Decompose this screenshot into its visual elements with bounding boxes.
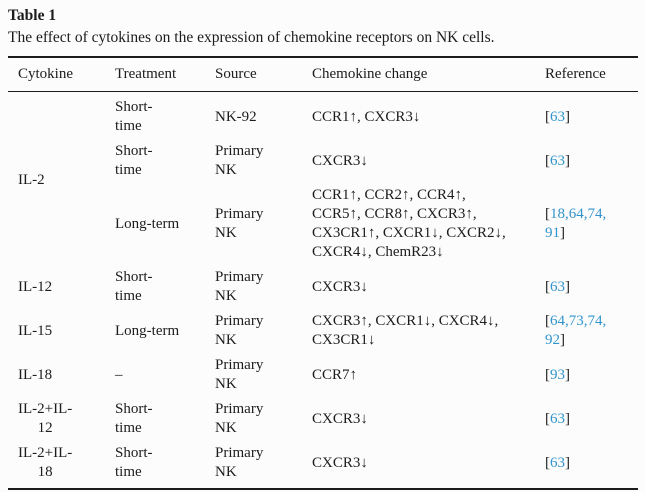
cell-reference: [64,73,74, 92] <box>535 309 638 353</box>
cell-source: Primary NK <box>215 269 264 304</box>
cell-cytokine: IL-15 <box>18 322 53 339</box>
table-row: IL-15 Long-term Primary NK CXCR3↑, CXCR1… <box>8 309 638 353</box>
cell-treatment: Short- time <box>115 99 153 134</box>
table-row: IL-2+IL- 12 Short- time Primary NK CXCR3… <box>8 397 638 441</box>
cytokine-combination-label: IL-2+IL- 18 <box>18 445 73 480</box>
table-row: Short- time Primary NK CXCR3↓ [63] <box>8 139 638 183</box>
cell-treatment: Long-term <box>115 322 180 339</box>
citation-bracket-open: [ <box>545 206 550 222</box>
citation-bracket-open: [ <box>545 278 550 295</box>
citation-link[interactable]: 63 <box>550 278 565 295</box>
cell-chemokine-change: CCR1↑, CCR2↑, CCR4↑, CCR5↑, CCR8↑, CXCR3… <box>312 187 506 260</box>
column-header-source: Source <box>205 57 302 92</box>
citation-bracket-close: ] <box>565 152 570 169</box>
cell-reference: [63] <box>535 139 638 183</box>
cell-chemokine-change: CCR1↑, CXCR3↓ <box>312 108 421 125</box>
cell-reference: [63] <box>535 397 638 441</box>
citation-bracket-open: [ <box>545 454 550 471</box>
citation-bracket-open: [ <box>545 366 550 383</box>
cell-cytokine: IL-2+IL- 12 <box>8 397 105 441</box>
citation-link[interactable]: 63 <box>550 410 565 427</box>
cell-cytokine: IL-18 <box>18 366 53 383</box>
cell-cytokine: IL-2+IL- 18 <box>8 441 105 489</box>
citation-bracket-open: [ <box>545 410 550 427</box>
cell-source: Primary NK <box>215 401 264 436</box>
citation-link[interactable]: 93 <box>550 366 565 383</box>
citation-bracket-close: ] <box>565 454 570 471</box>
citation-bracket-close: ] <box>560 332 565 348</box>
table-row: IL-12 Short- time Primary NK CXCR3↓ [63] <box>8 265 638 309</box>
table-header: Cytokine Treatment Source Chemokine chan… <box>8 57 638 92</box>
table-row: Long-term Primary NK CCR1↑, CCR2↑, CCR4↑… <box>8 183 638 265</box>
citation-link[interactable]: 63 <box>550 108 565 125</box>
cell-source: Primary NK <box>215 206 264 241</box>
table-caption: The effect of cytokines on the expressio… <box>8 29 495 46</box>
cell-chemokine-change: CCR7↑ <box>312 366 358 383</box>
table-row: IL-2+IL- 18 Short- time Primary NK CXCR3… <box>8 441 638 489</box>
cell-reference: [63] <box>535 441 638 489</box>
cell-reference: [63] <box>535 265 638 309</box>
cell-reference: [18,64,74, 91] <box>535 183 638 265</box>
column-header-chemokine-change: Chemokine change <box>302 57 535 92</box>
column-header-cytokine: Cytokine <box>8 57 105 92</box>
cell-treatment: Short- time <box>115 445 153 480</box>
citation-bracket-close: ] <box>565 410 570 427</box>
citation-bracket-open: [ <box>545 313 550 329</box>
cell-chemokine-change: CXCR3↓ <box>312 278 368 295</box>
citation-bracket-close: ] <box>565 108 570 125</box>
citation-link[interactable]: 64,73,74, 92 <box>545 313 607 348</box>
cell-source: Primary NK <box>215 445 264 480</box>
cell-treatment: Short- time <box>115 401 153 436</box>
citation-bracket-close: ] <box>565 366 570 383</box>
citation-bracket-close: ] <box>565 278 570 295</box>
table-row: IL-2 Short- time NK-92 CCR1↑, CXCR3↓ [63… <box>8 92 638 188</box>
cell-source: NK-92 <box>215 108 257 125</box>
cell-treatment: Short- time <box>115 143 153 178</box>
cell-source: Primary NK <box>215 143 264 178</box>
cell-treatment: Short- time <box>115 269 153 304</box>
cell-treatment: Long-term <box>115 215 180 232</box>
cytokine-chemokine-table: Cytokine Treatment Source Chemokine chan… <box>8 56 638 490</box>
cell-cytokine: IL-2 <box>18 171 45 188</box>
citation-link[interactable]: 63 <box>550 152 565 169</box>
citation-bracket-close: ] <box>560 225 565 241</box>
cell-cytokine: IL-12 <box>18 278 53 295</box>
table-title: Table 1 <box>8 7 57 24</box>
cell-source: Primary NK <box>215 313 264 348</box>
cell-chemokine-change: CXCR3↑, CXCR1↓, CXCR4↓, CX3CR1↓ <box>312 313 499 348</box>
table-body: IL-2 Short- time NK-92 CCR1↑, CXCR3↓ [63… <box>8 92 638 490</box>
cell-chemokine-change: CXCR3↓ <box>312 410 368 427</box>
cell-chemokine-change: CXCR3↓ <box>312 454 368 471</box>
cytokine-combination-label: IL-2+IL- 12 <box>18 401 73 436</box>
table-row: IL-18 – Primary NK CCR7↑ [93] <box>8 353 638 397</box>
cell-treatment: – <box>115 366 123 383</box>
cell-reference: [63] <box>535 92 638 140</box>
citation-link[interactable]: 18,64,74, 91 <box>545 206 607 241</box>
column-header-reference: Reference <box>535 57 638 92</box>
citation-bracket-open: [ <box>545 152 550 169</box>
citation-bracket-open: [ <box>545 108 550 125</box>
column-header-treatment: Treatment <box>105 57 205 92</box>
header-row: Cytokine Treatment Source Chemokine chan… <box>8 57 638 92</box>
cell-chemokine-change: CXCR3↓ <box>312 152 368 169</box>
cell-source: Primary NK <box>215 357 264 392</box>
citation-link[interactable]: 63 <box>550 454 565 471</box>
cell-reference: [93] <box>535 353 638 397</box>
